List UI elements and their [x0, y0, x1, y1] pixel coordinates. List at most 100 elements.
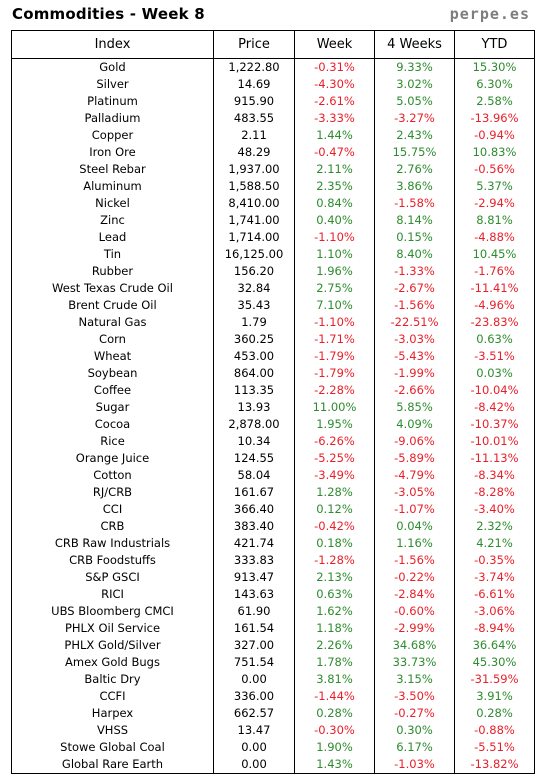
table-row: PHLX Oil Service 161.54 1.18% -2.99% -8.94% — [11, 620, 535, 637]
table-row: RJ/CRB 161.67 1.28% -3.05% -8.28% — [11, 484, 535, 501]
cell-price: 327.00 — [213, 637, 295, 654]
cell-4-weeks: -1.99% — [374, 365, 455, 382]
cell-4-weeks: -22.51% — [374, 314, 455, 331]
table-row: CCI 366.40 0.12% -1.07% -3.40% — [11, 501, 535, 518]
cell-week: 7.10% — [294, 297, 375, 314]
table-header: Index Price Week 4 Weeks YTD — [11, 30, 535, 59]
table-row: Stowe Global Coal 0.00 1.90% 6.17% -5.51% — [11, 739, 535, 756]
cell-index: CRB Foodstuffs — [11, 552, 214, 569]
table-row: Zinc 1,741.00 0.40% 8.14% 8.81% — [11, 212, 535, 229]
cell-price: 8,410.00 — [213, 195, 295, 212]
cell-ytd: 10.45% — [454, 246, 535, 263]
cell-week: -0.47% — [294, 144, 375, 161]
table-row: CRB Foodstuffs 333.83 -1.28% -1.56% -0.35% — [11, 552, 535, 569]
cell-ytd: -10.37% — [454, 416, 535, 433]
cell-week: -0.42% — [294, 518, 375, 535]
cell-4-weeks: 3.02% — [374, 76, 455, 93]
table-row: Lead 1,714.00 -1.10% 0.15% -4.88% — [11, 229, 535, 246]
cell-ytd: -0.88% — [454, 722, 535, 739]
cell-index: PHLX Oil Service — [11, 620, 214, 637]
cell-week: 1.96% — [294, 263, 375, 280]
table-row: Gold 1,222.80 -0.31% 9.33% 15.30% — [11, 58, 535, 76]
cell-week: 0.40% — [294, 212, 375, 229]
cell-index: Soybean — [11, 365, 214, 382]
cell-price: 124.55 — [213, 450, 295, 467]
table-row: Wheat 453.00 -1.79% -5.43% -3.51% — [11, 348, 535, 365]
cell-week: -2.28% — [294, 382, 375, 399]
cell-4-weeks: -0.27% — [374, 705, 455, 722]
cell-ytd: -11.13% — [454, 450, 535, 467]
cell-price: 1,937.00 — [213, 161, 295, 178]
table-row: Palladium 483.55 -3.33% -3.27% -13.96% — [11, 110, 535, 127]
table-row: Steel Rebar 1,937.00 2.11% 2.76% -0.56% — [11, 161, 535, 178]
cell-index: Corn — [11, 331, 214, 348]
cell-price: 1,741.00 — [213, 212, 295, 229]
cell-week: 2.35% — [294, 178, 375, 195]
table-row: CRB Raw Industrials 421.74 0.18% 1.16% 4.21% — [11, 535, 535, 552]
table-row: Sugar 13.93 11.00% 5.85% -8.42% — [11, 399, 535, 416]
cell-week: 11.00% — [294, 399, 375, 416]
cell-4-weeks: -5.43% — [374, 348, 455, 365]
cell-ytd: -3.06% — [454, 603, 535, 620]
cell-ytd: -10.01% — [454, 433, 535, 450]
cell-index: Iron Ore — [11, 144, 214, 161]
cell-week: -0.31% — [294, 58, 375, 76]
cell-index: Rubber — [11, 263, 214, 280]
cell-week: 1.78% — [294, 654, 375, 671]
table-row: Iron Ore 48.29 -0.47% 15.75% 10.83% — [11, 144, 535, 161]
cell-ytd: -5.51% — [454, 739, 535, 756]
cell-week: 0.28% — [294, 705, 375, 722]
cell-week: -5.25% — [294, 450, 375, 467]
cell-4-weeks: -3.27% — [374, 110, 455, 127]
cell-4-weeks: -5.89% — [374, 450, 455, 467]
cell-4-weeks: -1.03% — [374, 756, 455, 774]
table-row: Harpex 662.57 0.28% -0.27% 0.28% — [11, 705, 535, 722]
cell-4-weeks: -2.67% — [374, 280, 455, 297]
table-row: Corn 360.25 -1.71% -3.03% 0.63% — [11, 331, 535, 348]
cell-week: 0.12% — [294, 501, 375, 518]
cell-week: 0.63% — [294, 586, 375, 603]
cell-index: Wheat — [11, 348, 214, 365]
cell-4-weeks: 2.43% — [374, 127, 455, 144]
cell-week: 2.75% — [294, 280, 375, 297]
cell-ytd: -31.59% — [454, 671, 535, 688]
cell-price: 1.79 — [213, 314, 295, 331]
cell-ytd: -2.94% — [454, 195, 535, 212]
cell-price: 662.57 — [213, 705, 295, 722]
cell-week: -1.28% — [294, 552, 375, 569]
cell-week: -1.71% — [294, 331, 375, 348]
cell-price: 366.40 — [213, 501, 295, 518]
cell-index: CCI — [11, 501, 214, 518]
cell-index: Copper — [11, 127, 214, 144]
cell-ytd: -10.04% — [454, 382, 535, 399]
cell-week: -6.26% — [294, 433, 375, 450]
cell-week: 1.10% — [294, 246, 375, 263]
column-header-week: Week — [294, 30, 375, 59]
cell-index: CRB — [11, 518, 214, 535]
header-row: Index Price Week 4 Weeks YTD — [11, 30, 535, 59]
table-row: Rice 10.34 -6.26% -9.06% -10.01% — [11, 433, 535, 450]
commodities-table: Index Price Week 4 Weeks YTD Gold 1,222.8… — [11, 30, 535, 774]
table-row: UBS Bloomberg CMCI 61.90 1.62% -0.60% -3.06% — [11, 603, 535, 620]
table-row: Baltic Dry 0.00 3.81% 3.15% -31.59% — [11, 671, 535, 688]
cell-price: 2.11 — [213, 127, 295, 144]
cell-price: 13.93 — [213, 399, 295, 416]
cell-price: 1,588.50 — [213, 178, 295, 195]
cell-ytd: 2.58% — [454, 93, 535, 110]
cell-4-weeks: 4.09% — [374, 416, 455, 433]
cell-price: 32.84 — [213, 280, 295, 297]
cell-week: -2.61% — [294, 93, 375, 110]
cell-week: 2.11% — [294, 161, 375, 178]
cell-index: Lead — [11, 229, 214, 246]
cell-index: Sugar — [11, 399, 214, 416]
cell-ytd: 3.91% — [454, 688, 535, 705]
table-row: Global Rare Earth 0.00 1.43% -1.03% -13.82% — [11, 756, 535, 774]
cell-price: 453.00 — [213, 348, 295, 365]
cell-ytd: -6.61% — [454, 586, 535, 603]
cell-price: 336.00 — [213, 688, 295, 705]
cell-index: Cocoa — [11, 416, 214, 433]
cell-4-weeks: 9.33% — [374, 58, 455, 76]
cell-week: -1.10% — [294, 314, 375, 331]
cell-ytd: -8.34% — [454, 467, 535, 484]
cell-week: -1.79% — [294, 348, 375, 365]
